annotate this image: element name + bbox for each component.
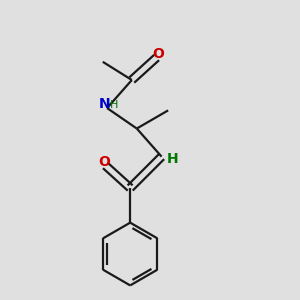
Text: O: O [152, 46, 164, 61]
Text: H: H [166, 152, 178, 166]
Text: H: H [110, 100, 118, 110]
Text: O: O [98, 154, 110, 169]
Text: N: N [99, 97, 110, 111]
